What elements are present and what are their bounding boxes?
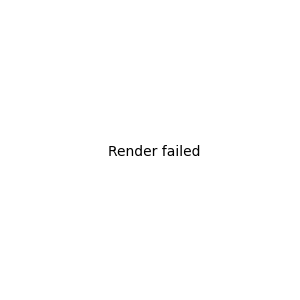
Text: Render failed: Render failed	[107, 145, 200, 158]
